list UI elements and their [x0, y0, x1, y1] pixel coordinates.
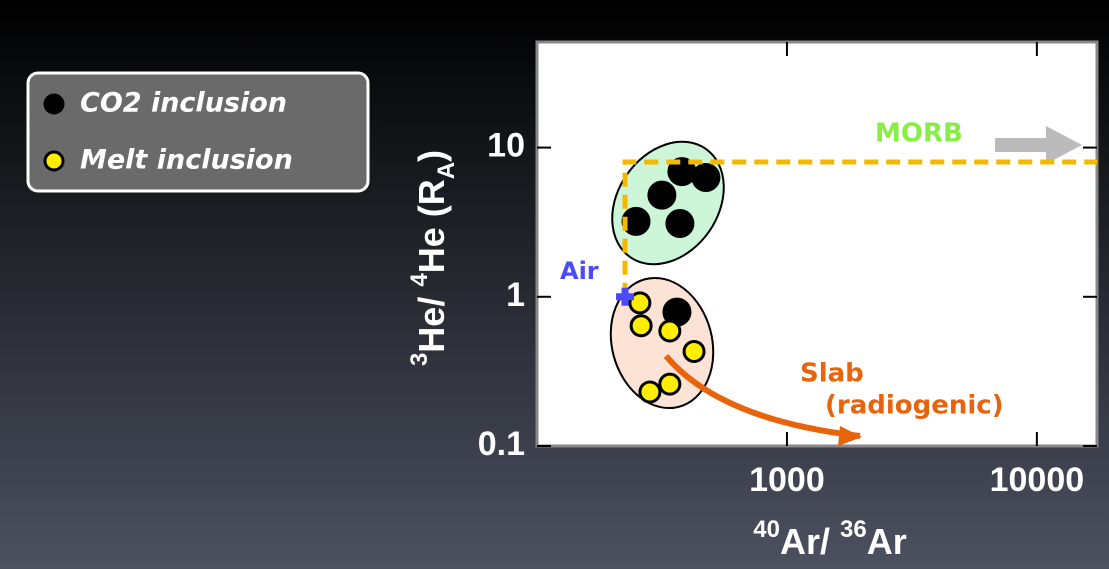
xlabel-label: 40Ar/ 36Ar	[753, 516, 906, 562]
legend-label: Melt inclusion	[80, 145, 293, 176]
slab-arrow	[663, 354, 861, 439]
air-point	[616, 287, 635, 306]
y-tick-label: 0.1	[478, 425, 525, 463]
co2-point	[665, 208, 695, 238]
xlabel-part: Ar	[867, 521, 907, 562]
slab-label: (radiogenic)	[825, 391, 1004, 421]
y-tick-label: 1	[506, 276, 525, 314]
x-tick-label: 10000	[990, 461, 1085, 499]
co2-point	[691, 163, 721, 193]
melt-point	[658, 319, 682, 343]
ylabel-part: He/	[411, 287, 452, 353]
melt-point	[628, 291, 652, 315]
ylabel-part: 4	[406, 273, 433, 287]
co2-point	[647, 180, 677, 210]
morb-arrowhead	[1046, 126, 1082, 164]
marks	[621, 157, 721, 404]
morb-air-line	[622, 159, 1097, 297]
y-tick-label: 10	[487, 127, 525, 165]
slab-label: Slab	[800, 359, 864, 389]
co2-point	[621, 206, 651, 236]
melt-point	[629, 314, 653, 338]
legend-entries: CO2 inclusion Melt inclusion	[43, 88, 293, 176]
xlabel-part: 36	[840, 516, 867, 543]
morb-label: MORB	[875, 119, 963, 149]
melt-point	[658, 372, 682, 396]
ylabel-part: A	[433, 162, 460, 179]
xlabel-part: 40	[753, 516, 780, 543]
air-label: Air	[560, 257, 599, 285]
legend	[26, 71, 370, 193]
x-tick-label: 1000	[749, 461, 825, 499]
legend-marker	[43, 93, 65, 115]
ylabel-part: 3	[406, 353, 433, 366]
slab-arrowhead	[838, 426, 862, 446]
ylabel-label: 3He/ 4He (RA)	[406, 150, 460, 366]
melt-point	[638, 380, 662, 404]
ylabel-part: )	[411, 150, 452, 162]
legend-label: CO2 inclusion	[80, 88, 287, 119]
xlabel-part: Ar/	[780, 521, 840, 562]
ylabel-part: He (R	[411, 179, 452, 273]
melt-point	[682, 339, 706, 363]
legend-marker	[43, 150, 65, 172]
